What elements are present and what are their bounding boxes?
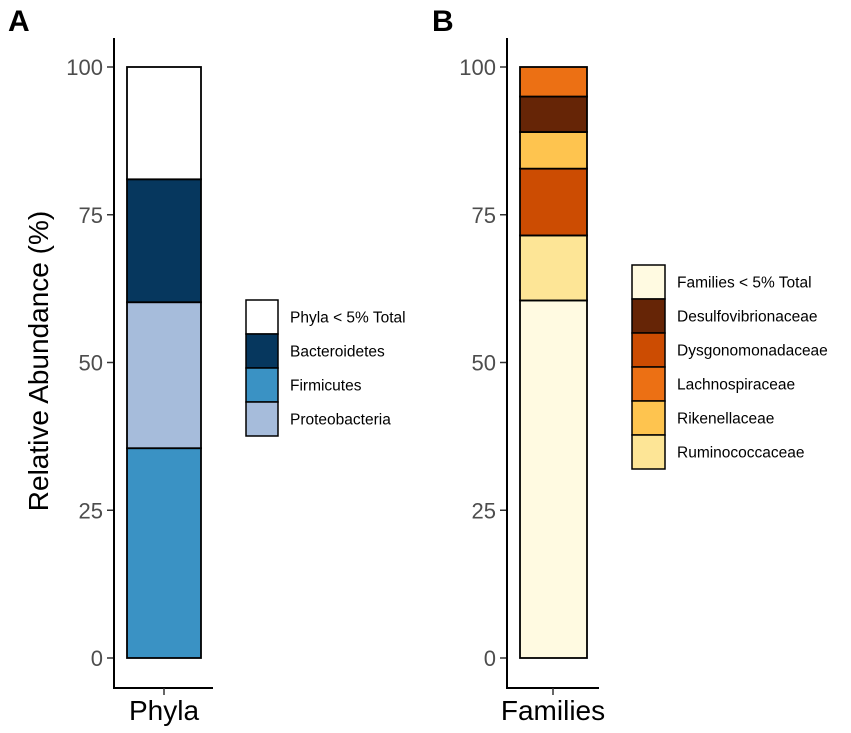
legend-key xyxy=(245,401,279,437)
y-tick-label: 50 xyxy=(79,351,103,376)
panel-b-letter: B xyxy=(432,5,454,38)
legend-key xyxy=(631,434,666,470)
y-tick-label: 25 xyxy=(79,498,103,523)
panel-a-letter: A xyxy=(8,5,30,38)
y-tick-label: 100 xyxy=(459,55,496,80)
legend-key xyxy=(245,333,279,369)
panel-b-y-ticks: 0 25 50 75 100 xyxy=(459,55,507,671)
panel-a-legend: Phyla < 5% Total Bacteroidetes Firmicutes P… xyxy=(245,299,406,437)
legend-key xyxy=(245,299,279,335)
panel-a-bars xyxy=(126,66,202,659)
y-tick-label: 75 xyxy=(79,203,103,228)
y-tick-label: 75 xyxy=(472,203,496,228)
y-tick-label: 0 xyxy=(91,646,103,671)
bar-segment-desulfovibrionaceae xyxy=(519,95,588,133)
panel-b: B 0 25 50 75 100 Families Families < 5% Tota… xyxy=(432,5,828,726)
legend-label: Lachnospiraceae xyxy=(677,377,795,394)
legend-label: Firmicutes xyxy=(290,378,362,395)
y-axis-title: Relative Abundance (%) xyxy=(23,211,54,511)
panel-a-x-label: Phyla xyxy=(129,695,199,726)
legend-key xyxy=(631,400,666,436)
legend-label: Desulfovibrionaceae xyxy=(677,309,817,326)
bar-segment-rikenellaceae xyxy=(519,131,588,170)
bar-segment-bacteroidetes xyxy=(126,178,202,304)
legend-label: Phyla < 5% Total xyxy=(290,310,406,327)
panel-b-legend: Families < 5% Total Desulfovibrionaceae Dy… xyxy=(631,264,828,470)
legend-label: Bacteroidetes xyxy=(290,344,385,361)
legend-label: Families < 5% Total xyxy=(677,275,812,292)
y-tick-label: 0 xyxy=(484,646,496,671)
bar-segment-families-5-total xyxy=(519,299,588,659)
bar-segment-dysgonomonadaceae xyxy=(519,167,588,237)
legend-key xyxy=(631,366,666,402)
panel-b-bars xyxy=(519,66,588,659)
bar-segment-firmicutes xyxy=(126,447,202,659)
y-tick-label: 25 xyxy=(472,498,496,523)
bar-segment-lachnospiraceae xyxy=(519,66,588,98)
legend-key xyxy=(245,367,279,403)
bar-segment-phyla-5-total xyxy=(126,66,202,181)
legend-label: Rikenellaceae xyxy=(677,411,774,428)
legend-key xyxy=(631,264,666,300)
legend-key xyxy=(631,332,666,368)
panel-b-x-label: Families xyxy=(501,695,605,726)
legend-label: Proteobacteria xyxy=(290,412,391,429)
panel-a: A 0 25 50 75 100 Phyla Phyla < 5% Total Bacte… xyxy=(8,5,406,726)
y-tick-label: 100 xyxy=(66,55,103,80)
y-tick-label: 50 xyxy=(472,351,496,376)
bar-segment-proteobacteria xyxy=(126,301,202,450)
legend-label: Dysgonomonadaceae xyxy=(677,343,828,360)
legend-label: Ruminococcaceae xyxy=(677,445,805,462)
legend-key xyxy=(631,298,666,334)
panel-a-y-ticks: 0 25 50 75 100 xyxy=(66,55,114,671)
bar-segment-ruminococcaceae xyxy=(519,234,588,302)
